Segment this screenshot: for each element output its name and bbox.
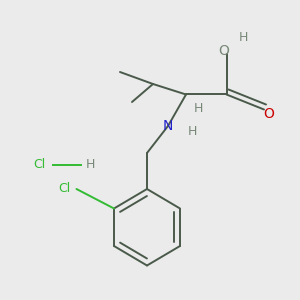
Text: H: H	[187, 125, 197, 139]
Text: H: H	[193, 102, 203, 115]
Text: N: N	[163, 119, 173, 133]
Text: H: H	[238, 31, 248, 44]
Text: H: H	[85, 158, 95, 172]
Text: Cl: Cl	[33, 158, 45, 172]
Text: O: O	[218, 44, 229, 58]
Text: O: O	[263, 107, 274, 121]
Text: Cl: Cl	[58, 182, 70, 196]
